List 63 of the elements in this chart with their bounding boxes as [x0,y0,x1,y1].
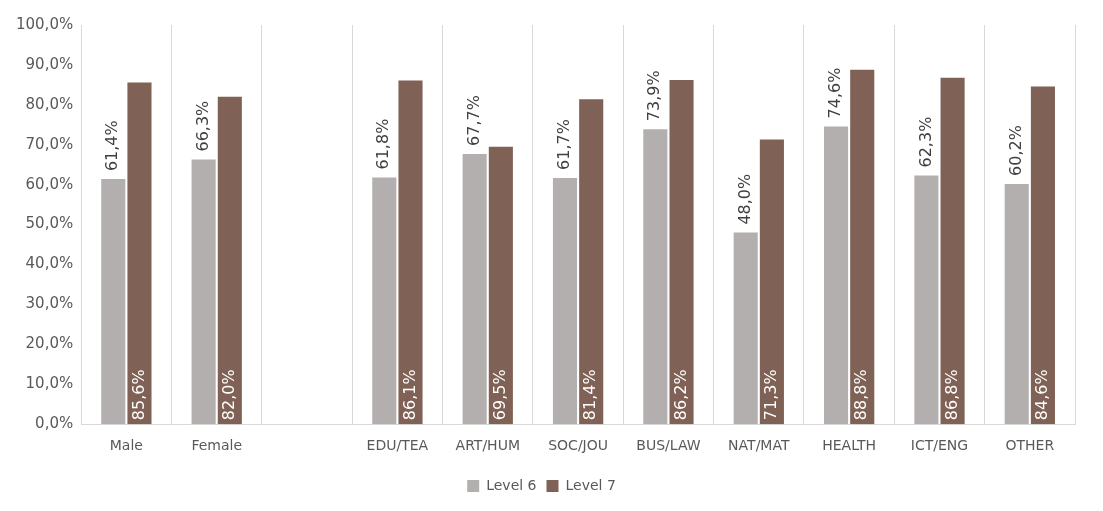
bar [372,177,397,425]
x-tick-label: Male [109,437,143,454]
y-tick-label: 90,0% [25,54,74,73]
data-label: 85,6% [128,369,148,421]
bar [940,77,965,425]
data-label: 67,7% [463,95,483,146]
x-tick-label: OTHER [1005,437,1055,454]
bar [759,139,784,425]
data-label: 61,8% [373,118,393,170]
legend-label: Level 6 [486,476,537,493]
bar [398,80,423,425]
data-label: 71,3% [761,369,781,421]
bar [1004,183,1029,425]
legend-label: Level 7 [565,476,616,493]
bar [127,82,152,425]
data-label: 60,2% [1005,125,1025,176]
y-tick-label: 0,0% [35,414,74,433]
bar [462,153,487,425]
data-label: 66,3% [192,100,212,152]
data-label: 86,1% [399,369,419,421]
x-tick-label: ICT/ENG [910,437,969,454]
y-tick-label: 60,0% [25,174,74,193]
bar [733,232,758,425]
y-tick-label: 40,0% [25,254,74,273]
bar [579,99,604,425]
bar [643,129,668,425]
data-label: 82,0% [218,369,238,421]
bar [191,159,216,425]
x-tick-label: SOC/JOU [548,437,608,454]
y-tick-label: 80,0% [25,94,74,113]
bar [1030,86,1055,425]
bar [914,175,939,425]
data-label: 74,6% [825,67,845,119]
data-label: 86,2% [670,369,690,421]
data-label: 88,8% [851,369,871,421]
y-tick-label: 100,0% [15,14,74,33]
data-label: 73,9% [644,70,664,122]
y-tick-label: 70,0% [25,134,74,153]
x-tick-label: NAT/MAT [728,437,790,454]
bar [552,177,578,425]
y-tick-label: 50,0% [25,214,74,233]
data-label: 69,5% [490,369,510,421]
data-label: 86,8% [941,369,961,421]
data-label: 48,0% [734,173,754,225]
x-tick-label: BUS/LAW [636,437,701,454]
bar [823,126,849,425]
y-tick-label: 30,0% [25,294,74,313]
bar [101,179,126,425]
bar [669,80,694,425]
x-tick-label: Female [191,437,243,454]
x-tick-label: EDU/TEA [366,437,429,454]
x-tick-label: HEALTH [822,437,877,454]
data-label: 61,4% [102,120,122,172]
bar [488,146,513,425]
data-label: 81,4% [580,369,600,421]
data-label: 61,7% [554,119,574,170]
x-tick-label: ART/HUM [455,437,520,454]
bar [217,96,242,425]
data-label: 62,3% [915,116,935,168]
y-tick-label: 20,0% [25,334,74,353]
bar [850,69,875,425]
data-label: 84,6% [1032,369,1052,421]
y-tick-label: 10,0% [25,374,74,393]
